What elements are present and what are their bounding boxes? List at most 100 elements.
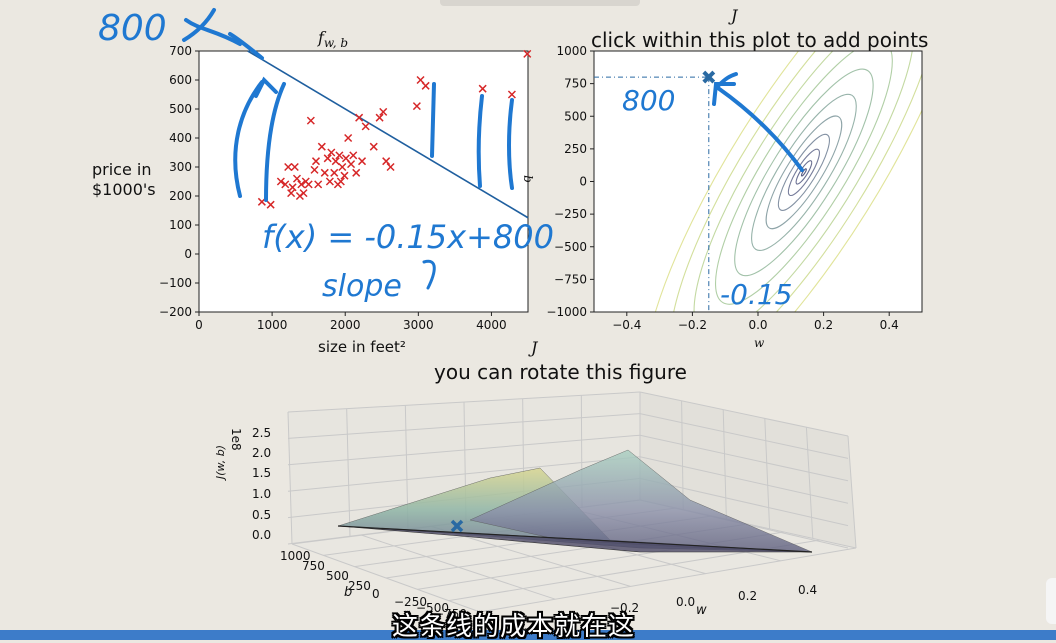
surface-ztick-label: 0.5 [252, 508, 271, 522]
surface-btick-label: −250 [394, 595, 427, 609]
scatter-ytick-label: 700 [169, 44, 192, 58]
contour-ytick-label: −750 [554, 272, 587, 286]
contour-ytick-label: 250 [564, 142, 587, 156]
data-point [317, 142, 326, 151]
data-point [314, 180, 323, 189]
contour-ytick-label: 500 [564, 109, 587, 123]
data-point [382, 157, 391, 166]
surface-wtick-label: 0.2 [738, 589, 757, 603]
surface-btick-label: 500 [326, 569, 349, 583]
data-point [292, 174, 301, 183]
surface-title-symbol: J [531, 338, 538, 357]
scatter-ytick-label: 600 [169, 73, 192, 87]
contour-xlabel: w [754, 336, 765, 350]
data-point [375, 113, 384, 122]
contour-level [693, 51, 915, 312]
data-point [523, 49, 532, 58]
data-point [478, 84, 487, 93]
surface-ztick-label: 0.0 [252, 528, 271, 542]
data-point [386, 162, 395, 172]
data-point [323, 154, 332, 163]
contour-level [751, 93, 857, 252]
data-point [340, 171, 349, 180]
scatter-xtick-label: 2000 [330, 318, 361, 332]
contour-level [643, 51, 922, 312]
contour-level [765, 115, 843, 230]
surface-btick-label: 750 [302, 559, 325, 573]
scatter-frame [198, 50, 529, 313]
scatter-xtick-label: 0 [195, 318, 203, 332]
contour-ytick-label: 1000 [556, 44, 587, 58]
data-point [369, 142, 378, 151]
ink-corner-x [182, 8, 242, 46]
data-point [331, 157, 340, 166]
data-point [276, 177, 285, 186]
contour-ytick-label: −500 [554, 240, 587, 254]
side-scroll-handle[interactable] [1046, 578, 1056, 624]
contour-level [800, 168, 807, 177]
scatter-ytick-label: 300 [169, 160, 192, 174]
data-point [421, 81, 430, 90]
scatter-xlabel: size in feet² [318, 338, 406, 356]
data-point [352, 168, 361, 177]
scatter-ylabel: price in $1000's [92, 160, 156, 199]
surface-ztick-label: 2.5 [252, 426, 271, 440]
contour-title-symbol: J [731, 6, 738, 25]
ink-vertical-strokes [430, 82, 514, 190]
scatter-ytick-label: 200 [169, 189, 192, 203]
data-point [299, 189, 308, 198]
top-tab-handle [440, 0, 640, 6]
contour-lines [643, 51, 922, 312]
contour-xtick-label: 0.2 [814, 318, 833, 332]
data-point [325, 177, 334, 186]
scatter-ytick-label: 0 [184, 247, 192, 261]
ink-slope-arrow [422, 259, 436, 290]
ink-corner-stroke [228, 32, 264, 60]
data-point [297, 180, 306, 189]
surface-btick-label: 1000 [280, 549, 311, 563]
ink-contour-800: 800 [622, 84, 675, 117]
surface-blabel: b [344, 585, 352, 600]
surface-btick-label: 250 [348, 579, 371, 593]
data-point [266, 200, 275, 209]
data-point [320, 168, 329, 177]
data-point [355, 113, 364, 122]
data-point [336, 177, 345, 186]
data-point [361, 122, 370, 131]
subtitle-bar [0, 630, 1056, 640]
data-point [358, 157, 367, 166]
data-point [304, 180, 313, 189]
surface-zlabel: J(w, b) [214, 445, 227, 481]
contour-ytick-label: −250 [554, 207, 587, 221]
surface-wtick-label: −0.2 [610, 601, 639, 615]
contour-level [669, 51, 922, 312]
surface-title: you can rotate this figure [434, 360, 687, 384]
ink-equation: f(x) = -0.15x+800 [262, 218, 554, 256]
data-point [507, 90, 516, 99]
contour-xtick-label: 0.0 [748, 318, 767, 332]
data-point [344, 133, 353, 143]
scatter-title: fw, b [318, 28, 349, 51]
data-point [347, 160, 356, 169]
contour-level [787, 148, 820, 197]
data-point [288, 183, 297, 192]
contour-ytick-label: 0 [579, 175, 587, 189]
contour-level [714, 51, 893, 305]
cost-surface [337, 449, 813, 553]
scatter-ytick-label: −100 [159, 276, 192, 290]
contour-level [734, 68, 874, 277]
scatter-xtick-label: 4000 [476, 318, 507, 332]
surface-edge [337, 525, 813, 553]
scatter-xtick-label: 1000 [257, 318, 288, 332]
contour-title: click within this plot to add points [591, 28, 929, 52]
data-point [330, 168, 339, 177]
data-point [284, 162, 293, 172]
ink-contour-w: -0.15 [720, 278, 792, 311]
data-point [281, 180, 290, 189]
scatter-ytick-label: 500 [169, 102, 192, 116]
contour-ytick-label: 750 [564, 77, 587, 91]
